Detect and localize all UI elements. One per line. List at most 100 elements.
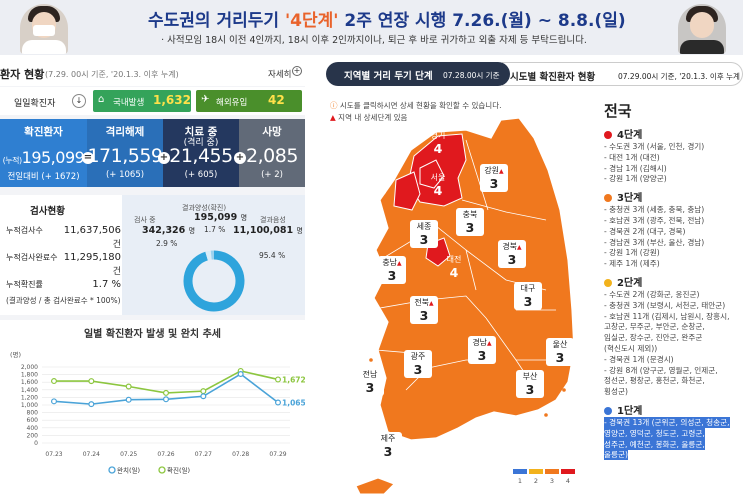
in-treatment-label: 치료 중 [184, 126, 218, 138]
tab-distancing-level-date: 07.28.00시 기준 [443, 71, 500, 80]
in-treatment-diff: (+ 605) [184, 170, 218, 180]
region-level: 4 [449, 265, 459, 280]
testing-segment [205, 250, 212, 261]
released-stat: 격리해제 171,559 (+ 1065) [87, 119, 163, 187]
patient-status-panel: 환자 현황 (7.29. 00시 기준, '20.1.3. 이후 누계) 자세히… [0, 60, 305, 503]
series-end-label: 1,065 [282, 399, 305, 408]
island-shape [384, 388, 388, 392]
region-label-2[interactable]: 서울 4 [424, 172, 452, 198]
level-item: - 호남권 3개 (광주, 전북, 전남) [604, 216, 705, 225]
region-name: 부산 [522, 372, 538, 381]
region-label-9[interactable]: 대구 3 [514, 282, 542, 310]
stats-row: 확진환자 (누적)195,099 전일대비 (+ 1672) = 격리해제 17… [0, 119, 305, 187]
region-label-13[interactable]: 울산 3 [546, 338, 574, 366]
domestic-badge: ⌂ 국내발생 1,632 [93, 90, 191, 112]
region-label-15[interactable]: 부산 3 [516, 370, 544, 398]
region-name: 광주 [410, 352, 426, 361]
data-point [163, 389, 170, 396]
detail-link[interactable]: 자세히 [268, 70, 292, 80]
level-item: - 경북권 13개 (군위군, 의성군, 청송군, [604, 417, 730, 428]
level-item: 고창군, 무주군, 부안군, 순창군, [604, 322, 705, 332]
seoul-shape[interactable] [419, 159, 445, 189]
data-point [275, 399, 282, 406]
confirmed-label: 확진환자 [24, 126, 63, 138]
total-tests-unit: 건 [112, 240, 121, 250]
region-panel: 시도별 확진환자 현황 07.29.00시 기준, '20.1.3. 이후 누계… [316, 60, 743, 503]
data-point [50, 378, 57, 385]
banner-person-left-image [20, 4, 68, 54]
island-shape [562, 388, 566, 392]
x-tick-label: 07.24 [83, 451, 100, 458]
region-name: 세종 [416, 222, 432, 231]
data-point [237, 371, 244, 378]
banner-subtitle: · 사적모임 18시 이전 4인까지, 18시 이후 2인까지이나, 퇴근 후 … [161, 35, 587, 46]
jeju-shape[interactable] [355, 477, 395, 495]
region-level: 3 [465, 220, 475, 235]
test-status-section: 검사현황 누적검사수 11,637,506 건 누적검사완료수 11,295,1… [0, 195, 305, 315]
region-label-12[interactable]: 광주 3 [404, 350, 432, 378]
daily-trend-chart-svg: (명)2,0001,8001,6001,4001,2001,0008006004… [10, 350, 305, 475]
in-treatment-value: 21,455 [169, 145, 233, 167]
data-point [200, 393, 207, 400]
y-tick-label: 800 [27, 410, 39, 417]
tab-region-confirmed[interactable]: 시도별 확진환자 현황 07.29.00시 기준, '20.1.3. 이후 누계 [502, 62, 743, 86]
region-name: 강원 [484, 166, 500, 175]
airplane-icon: ✈ [201, 94, 210, 105]
region-name: 인천 [374, 173, 390, 182]
region-label-5[interactable]: 세종 3 [410, 220, 438, 248]
level-item: 영양군, 영덕군, 청도군, 고령군, [604, 427, 705, 439]
plus-circle-icon[interactable]: + [292, 66, 302, 76]
region-label-6[interactable]: 충남▲ 3 [378, 256, 406, 284]
scale-swatch [529, 469, 543, 474]
y-tick-label: 1,600 [21, 379, 38, 386]
incheon-shape[interactable] [393, 171, 421, 211]
x-tick-label: 07.26 [157, 451, 174, 458]
level-item: - 경북권 1개 (문경시) [604, 354, 674, 364]
released-label: 격리해제 [105, 126, 145, 138]
x-tick-label: 07.28 [232, 451, 249, 458]
region-label-3[interactable]: 강원▲ 3 [480, 164, 508, 192]
overseas-badge: ✈ 해외유입 42 [196, 90, 302, 112]
region-level: 3 [507, 252, 517, 267]
down-arrow-icon[interactable]: ↓ [72, 94, 86, 108]
warning-triangle-icon: ▲ [330, 113, 336, 122]
level-item: - 대전 1개 (대전) [604, 152, 660, 162]
banner-title: 수도권의 거리두기 '4단계' 2주 연장 시행 7.26.(월) ~ 8.8.… [148, 11, 626, 31]
daily-trend-chart: 일별 확진환자 발생 및 완치 추세 (명) 2,000 1,800 1,600 1,4… [0, 320, 305, 503]
y-tick-label: 1,400 [21, 387, 38, 394]
y-tick-label: 1,200 [21, 394, 38, 401]
region-label-10[interactable]: 전북▲ 3 [410, 296, 438, 324]
region-label-0[interactable]: 경기 4 [424, 130, 452, 156]
level-item: - 경북권 2개 (대구, 경북) [604, 226, 686, 236]
region-label-1[interactable]: 인천 4 [368, 172, 396, 198]
tab-distancing-level-title: 지역별 거리 두기 단계 [344, 71, 433, 82]
region-name: 전남 [362, 370, 378, 379]
data-point [125, 396, 132, 403]
region-level: 3 [523, 294, 533, 309]
scale-label: 2 [533, 477, 539, 485]
level-item: (혁신도시 제외)) [604, 344, 658, 353]
region-label-11[interactable]: 경남▲ 3 [468, 336, 496, 364]
region-level: 3 [365, 380, 375, 395]
national-title: 전국 [604, 102, 632, 120]
region-label-7[interactable]: 대전 4 [440, 254, 468, 280]
region-level: 3 [555, 350, 565, 365]
region-label-14[interactable]: 전남 3 [356, 368, 384, 396]
national-levels-list: 전국 4단계 - 수도권 3개 (서울, 인천, 경기) - 대전 1개 (대전) -… [604, 98, 736, 498]
deaths-diff: (+ 2) [261, 170, 283, 180]
region-level: 3 [419, 308, 429, 323]
positive-rate-note: (결과양성 / 총 검사완료수 * 100%) [6, 296, 121, 305]
plus-icon: + [158, 152, 170, 164]
level-dot-icon [604, 131, 612, 139]
island-shape [369, 358, 373, 362]
region-label-16[interactable]: 제주 3 [374, 432, 402, 460]
tab-distancing-level[interactable]: 지역별 거리 두기 단계 07.28.00시 기준 [326, 62, 510, 86]
top-banner: 수도권의 거리두기 '4단계' 2주 연장 시행 7.26.(월) ~ 8.8.… [0, 0, 743, 55]
banner-person-right-image [678, 4, 726, 54]
confirmed-value: (누적)195,099 [2, 148, 85, 167]
testing-pct: 2.9 % [156, 239, 178, 248]
x-tick-label: 07.25 [120, 451, 137, 458]
level-heading-3: 1단계 [604, 402, 642, 417]
region-label-8[interactable]: 경북▲ 3 [498, 240, 526, 268]
region-label-4[interactable]: 충북 3 [456, 208, 484, 236]
